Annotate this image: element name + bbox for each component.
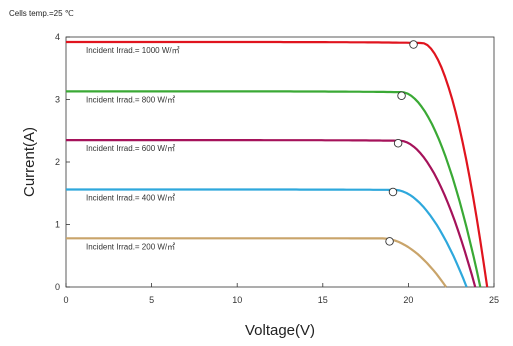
series-label: Incident Irrad.= 1000 W/㎡ [86, 46, 180, 55]
mpp-marker [409, 40, 418, 49]
series-lines [66, 40, 489, 288]
series-line [66, 139, 477, 288]
series-line [66, 188, 468, 288]
x-tick-label: 25 [489, 295, 499, 305]
x-tick-label: 20 [403, 295, 413, 305]
y-tick-label: 1 [55, 220, 60, 230]
series-label: Incident Irrad.= 400 W/㎡ [86, 194, 175, 203]
mpp-marker [393, 138, 403, 148]
series-label: Incident Irrad.= 200 W/㎡ [86, 242, 175, 251]
series-label: Incident Irrad.= 600 W/㎡ [86, 144, 175, 153]
cells-temp-note: Cells temp.=25 ℃ [9, 9, 74, 18]
mpp-marker [388, 187, 398, 197]
mpp-marker [397, 91, 406, 100]
mpp-marker [385, 237, 394, 246]
y-tick-label: 0 [55, 282, 60, 292]
x-axis-label: Voltage(V) [245, 322, 315, 339]
series-line [66, 237, 447, 288]
x-tick-label: 15 [318, 295, 328, 305]
series-label: Incident Irrad.= 800 W/㎡ [86, 95, 175, 104]
x-tick-label: 10 [232, 295, 242, 305]
y-tick-label: 3 [55, 95, 60, 105]
y-axis-label: Current(A) [21, 127, 38, 197]
y-tick-label: 2 [55, 157, 60, 167]
y-tick-label: 4 [55, 32, 60, 42]
x-tick-label: 5 [149, 295, 154, 305]
mpp-markers [385, 40, 418, 246]
series-labels: Incident Irrad.= 1000 W/㎡ Incident Irrad.… [86, 46, 180, 251]
x-tick-label: 0 [63, 295, 68, 305]
axis-ticks: 0 5 10 15 20 25 0 1 2 3 4 [55, 32, 499, 305]
series-line [66, 90, 482, 288]
